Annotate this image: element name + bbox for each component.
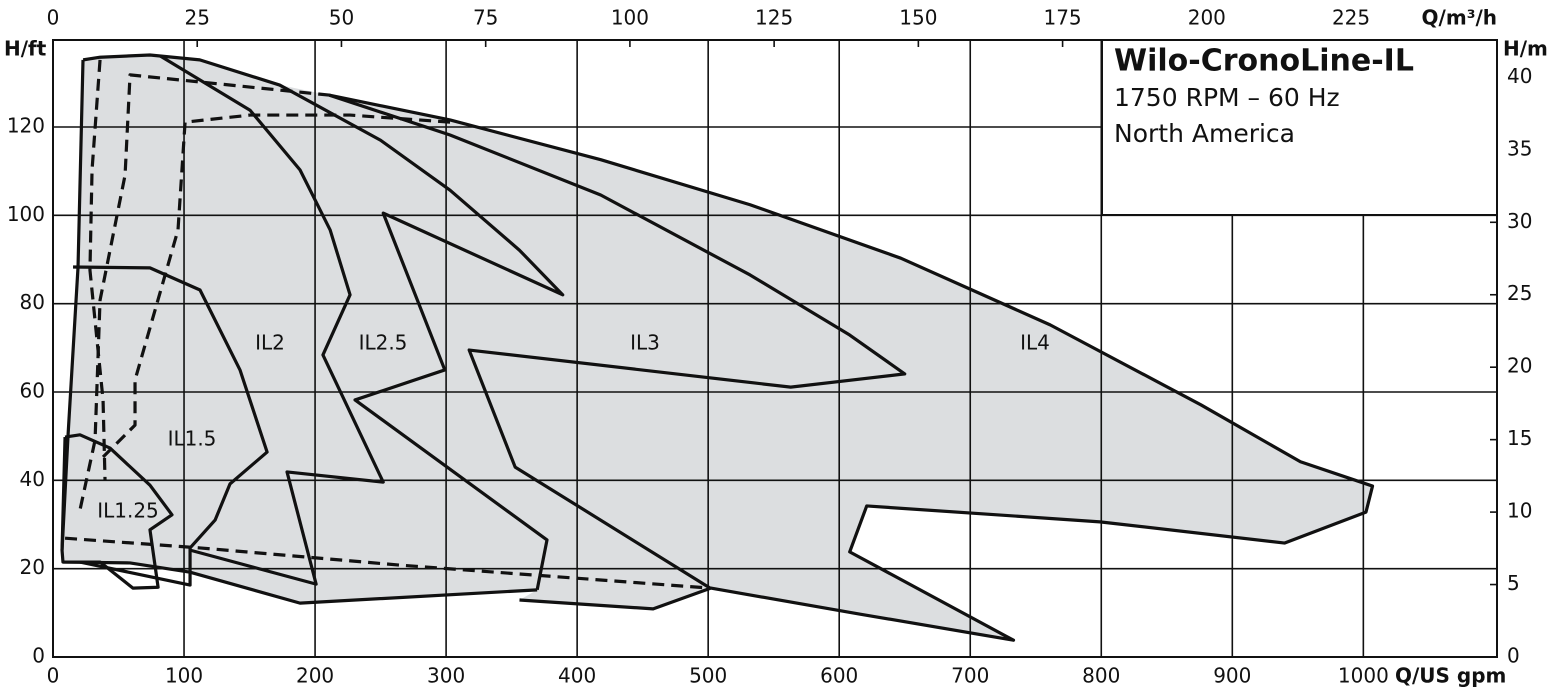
plot-frame: [52, 39, 1498, 658]
y-axis-label: H/ft: [4, 37, 47, 61]
range-outline: [159, 54, 385, 586]
range-outline: [329, 93, 1375, 642]
y2-tick-label: 20: [1507, 354, 1532, 378]
x-tick-label: 500: [689, 664, 727, 688]
x-tick-label: 100: [165, 664, 203, 688]
chart-title: Wilo-CronoLine-IL: [1114, 44, 1414, 79]
x-tick-label: 0: [47, 664, 60, 688]
range-outline: [60, 59, 85, 551]
x2-tick-label: 125: [755, 6, 793, 30]
y2-tick-label: 40: [1507, 64, 1532, 88]
x2-tick-label: 100: [611, 6, 649, 30]
y2-tick-label: 0: [1507, 644, 1520, 668]
y-tick-label: 0: [32, 644, 45, 668]
x-tick-label: 200: [296, 664, 334, 688]
x-tick-label: 800: [1082, 664, 1120, 688]
y-tick-label: 40: [20, 467, 45, 491]
title-box: [1101, 39, 1498, 216]
range-label: IL1.25: [97, 499, 159, 523]
range-label: IL2.5: [359, 331, 408, 355]
dashed-curve: [88, 59, 107, 480]
x2-tick-label: 225: [1332, 6, 1370, 30]
x2-tick-label: 50: [329, 6, 354, 30]
chart-subtitle: 1750 RPM – 60 Hz: [1114, 83, 1340, 112]
y2-tick-label: 30: [1507, 209, 1532, 233]
dashed-curve: [98, 113, 451, 462]
region-label: North America: [1114, 119, 1295, 148]
x-tick-label: 400: [558, 664, 596, 688]
x-tick-label: 600: [820, 664, 858, 688]
dashed-curve: [64, 536, 711, 590]
x-tick-label: 1000: [1338, 664, 1389, 688]
y2-tick-label: 15: [1507, 426, 1532, 450]
y-tick-label: 120: [7, 114, 45, 138]
x2-tick-label: 0: [47, 6, 60, 30]
x2-tick-label: 75: [473, 6, 498, 30]
range-outline: [73, 265, 269, 587]
x2-tick-label: 175: [1043, 6, 1081, 30]
range-outline: [328, 93, 907, 590]
range-outline: [62, 560, 538, 605]
y2-axis-label: H/m: [1503, 37, 1548, 61]
y-tick-label: 100: [7, 202, 45, 226]
y-tick-label: 20: [20, 555, 45, 579]
y2-tick-label: 5: [1507, 571, 1520, 595]
operating-area: [62, 55, 1373, 641]
x-tick-label: 300: [427, 664, 465, 688]
x2-tick-label: 25: [185, 6, 210, 30]
x2-axis-label: Q/m³/h: [1422, 6, 1497, 30]
x-tick-label: 700: [951, 664, 989, 688]
x-axis-label: Q/US gpm: [1395, 664, 1506, 688]
dashed-curve: [78, 73, 331, 511]
y-tick-label: 80: [20, 290, 45, 314]
y2-tick-label: 10: [1507, 499, 1532, 523]
y-tick-label: 60: [20, 379, 45, 403]
range-label: IL1.5: [168, 427, 217, 451]
range-outline: [82, 53, 565, 591]
range-label: IL3: [630, 331, 660, 355]
x2-tick-label: 150: [899, 6, 937, 30]
range-label: IL4: [1020, 331, 1050, 355]
range-label: IL2: [255, 331, 285, 355]
x-tick-label: 900: [1213, 664, 1251, 688]
y2-tick-label: 25: [1507, 281, 1532, 305]
x2-tick-label: 200: [1188, 6, 1226, 30]
y2-tick-label: 35: [1507, 136, 1532, 160]
